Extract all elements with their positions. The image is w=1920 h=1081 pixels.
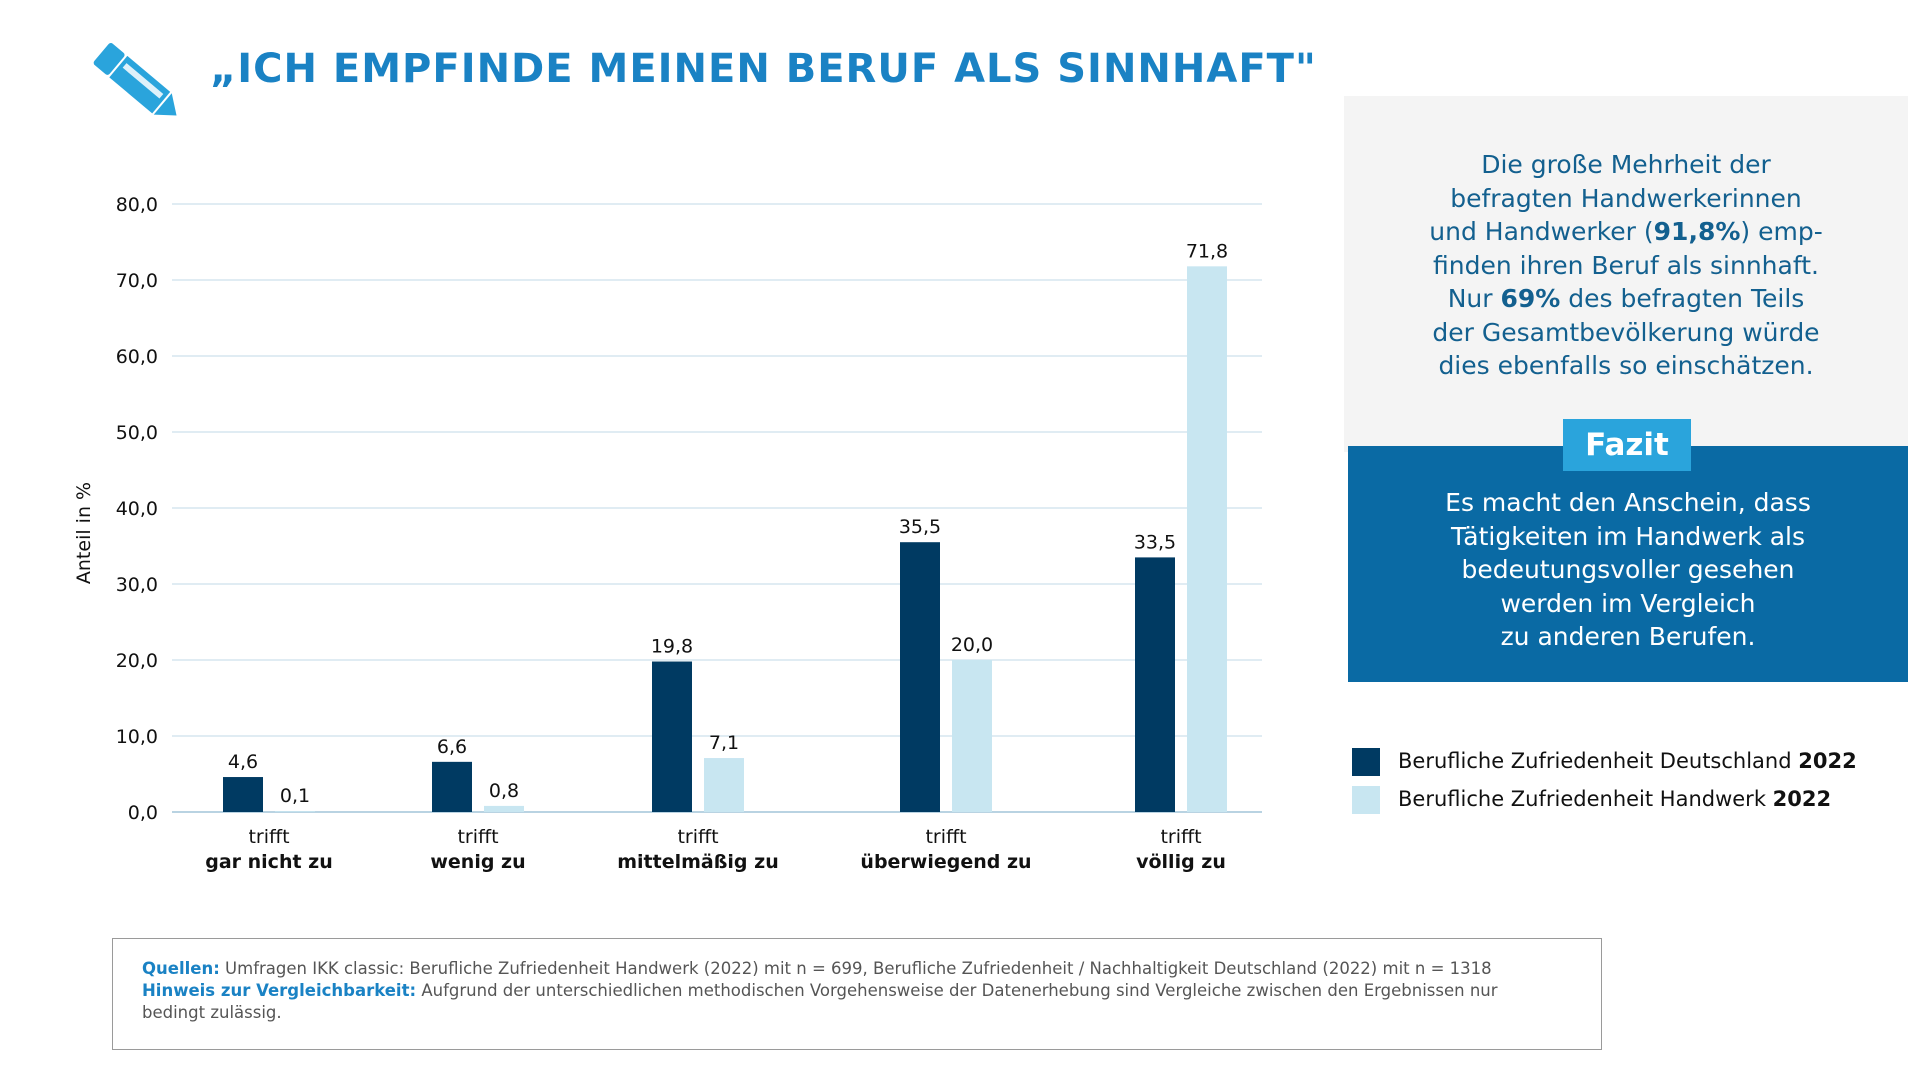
fazit-tag: Fazit bbox=[1563, 419, 1691, 471]
fazit-line: zu anderen Berufen. bbox=[1360, 620, 1896, 654]
x-tick-label-line2: mittelmäßig zu bbox=[617, 851, 778, 873]
info-fragment: befragten Handwerkerinnen bbox=[1450, 183, 1802, 213]
value-label: 71,8 bbox=[1186, 240, 1228, 262]
fazit-line: Tätigkeiten im Handwerk als bbox=[1360, 520, 1896, 554]
legend-label-deutschland: Berufliche Zufriedenheit Deutschland 202… bbox=[1398, 749, 1857, 773]
bar-chart: 0,0 10,0 20,0 30,0 40,0 50,0 60,0 70,0 80,0 Ante… bbox=[73, 194, 1262, 873]
sources-box bbox=[112, 938, 1602, 1050]
y-tick-label: 60,0 bbox=[116, 346, 158, 368]
info-line: finden ihren Beruf als sinnhaft. bbox=[1360, 249, 1892, 283]
x-axis-labels: trifft gar nicht zu trifft wenig zu trifft mi… bbox=[205, 826, 1226, 873]
bar-deutschland bbox=[652, 661, 692, 812]
info-text: Die große Mehrheit der befragten Handwerk… bbox=[1360, 148, 1892, 383]
chart-value-labels: 4,6 6,6 19,8 35,5 33,5 0,1 0,8 7,1 20,0 71,8 bbox=[228, 240, 1228, 807]
x-tick-label-line1: trifft bbox=[1160, 826, 1201, 848]
info-line: Nur 69% des befragten Teils bbox=[1360, 282, 1892, 316]
fazit-box bbox=[1348, 446, 1908, 682]
comparability-label: Hinweis zur Vergleichbarkeit: bbox=[142, 981, 417, 1000]
fazit-fragment: bedeutungsvoller gesehen bbox=[1461, 555, 1795, 584]
info-fragment: 69% bbox=[1500, 284, 1561, 313]
y-tick-label: 40,0 bbox=[116, 498, 158, 520]
bar-handwerk bbox=[275, 811, 315, 812]
x-tick-label-line1: trifft bbox=[248, 826, 289, 848]
value-label: 20,0 bbox=[951, 634, 993, 656]
x-tick-label-line2: völlig zu bbox=[1136, 851, 1226, 873]
legend-name-handwerk: Berufliche Zufriedenheit Handwerk bbox=[1398, 787, 1766, 811]
value-label: 35,5 bbox=[899, 516, 941, 538]
sources-content: Umfragen IKK classic: Berufliche Zufried… bbox=[219, 959, 1492, 978]
y-tick-label: 70,0 bbox=[116, 270, 158, 292]
info-fragment: und Handwerker ( bbox=[1429, 217, 1654, 246]
value-label: 19,8 bbox=[651, 636, 693, 658]
legend-name-deutschland: Berufliche Zufriedenheit Deutschland bbox=[1398, 749, 1792, 773]
y-axis-label: Anteil in % bbox=[73, 482, 95, 584]
y-tick-label: 20,0 bbox=[116, 650, 158, 672]
bar-deutschland bbox=[223, 777, 263, 812]
x-tick-label-line1: trifft bbox=[677, 826, 718, 848]
bar-handwerk bbox=[952, 660, 992, 812]
legend-year-handwerk: 2022 bbox=[1772, 787, 1832, 811]
info-fragment: dies ebenfalls so einschätzen. bbox=[1438, 351, 1814, 380]
x-tick-label-line2: gar nicht zu bbox=[205, 851, 333, 873]
x-tick-label-line1: trifft bbox=[457, 826, 498, 848]
legend-year-deutschland: 2022 bbox=[1798, 749, 1857, 773]
y-tick-label: 30,0 bbox=[116, 574, 158, 596]
bar-deutschland bbox=[432, 761, 472, 812]
x-tick-label-line1: trifft bbox=[925, 826, 966, 848]
y-tick-label: 10,0 bbox=[116, 726, 158, 748]
info-line: befragten Handwerkerinnen bbox=[1360, 182, 1892, 216]
value-label: 4,6 bbox=[228, 751, 258, 773]
chart-bars bbox=[223, 266, 1227, 812]
chart-grid bbox=[172, 203, 1262, 813]
value-label: 7,1 bbox=[709, 732, 739, 754]
fazit-fragment: Tätigkeiten im Handwerk als bbox=[1450, 521, 1806, 551]
info-line: und Handwerker (91,8%) emp- bbox=[1360, 215, 1892, 249]
legend-label-handwerk: Berufliche Zufriedenheit Handwerk 2022 bbox=[1398, 787, 1831, 811]
info-fragment: 91,8% bbox=[1653, 217, 1741, 246]
value-label: 6,6 bbox=[437, 736, 467, 758]
fazit-fragment: werden im Vergleich bbox=[1500, 588, 1756, 618]
legend-swatch-handwerk bbox=[1352, 786, 1380, 814]
legend-swatch-deutschland bbox=[1352, 748, 1380, 776]
fazit-fragment: zu anderen Berufen. bbox=[1500, 622, 1756, 651]
fazit-line: Es macht den Anschein, dass bbox=[1360, 486, 1896, 520]
info-line: dies ebenfalls so einschätzen. bbox=[1360, 349, 1892, 383]
x-tick-label-line2: wenig zu bbox=[430, 851, 525, 873]
info-line: der Gesamtbevölkerung würde bbox=[1360, 316, 1892, 350]
info-fragment: Nur bbox=[1447, 284, 1501, 313]
info-fragment: ) emp- bbox=[1740, 217, 1823, 246]
page-title: „ICH EMPFINDE MEINEN BERUF ALS SINNHAFT" bbox=[210, 46, 1317, 92]
value-label: 33,5 bbox=[1134, 531, 1176, 553]
fazit-line: bedeutungsvoller gesehen bbox=[1360, 553, 1896, 587]
info-fragment: des befragten Teils bbox=[1560, 284, 1805, 313]
sources-label: Quellen: bbox=[142, 959, 220, 978]
value-label: 0,1 bbox=[280, 785, 310, 807]
y-tick-label: 50,0 bbox=[116, 422, 158, 444]
sources-text: Quellen: Umfragen IKK classic: Beruflich… bbox=[142, 958, 1562, 1024]
info-box bbox=[1344, 96, 1908, 452]
fazit-fragment: Es macht den Anschein, dass bbox=[1445, 488, 1811, 517]
bar-handwerk bbox=[704, 758, 744, 812]
fazit-line: werden im Vergleich bbox=[1360, 587, 1896, 621]
bar-handwerk bbox=[484, 805, 524, 812]
info-line: Die große Mehrheit der bbox=[1360, 148, 1892, 182]
bar-deutschland bbox=[900, 542, 940, 812]
bar-deutschland bbox=[1135, 557, 1175, 812]
y-tick-label: 80,0 bbox=[116, 194, 158, 216]
value-label: 0,8 bbox=[489, 780, 519, 802]
y-tick-label: 0,0 bbox=[128, 802, 158, 824]
fazit-text: Es macht den Anschein, dass Tätigkeiten i… bbox=[1360, 486, 1896, 654]
bar-handwerk bbox=[1187, 266, 1227, 812]
info-fragment: Die große Mehrheit der bbox=[1481, 150, 1771, 179]
info-fragment: finden ihren Beruf als sinnhaft. bbox=[1433, 250, 1819, 280]
y-axis-ticks: 0,0 10,0 20,0 30,0 40,0 50,0 60,0 70,0 80,0 bbox=[116, 194, 158, 824]
x-tick-label-line2: überwiegend zu bbox=[860, 851, 1031, 873]
comparability-content: Aufgrund der unterschiedlichen methodisc… bbox=[142, 981, 1498, 1022]
pencil-icon bbox=[93, 43, 177, 116]
info-fragment: der Gesamtbevölkerung würde bbox=[1432, 317, 1820, 347]
